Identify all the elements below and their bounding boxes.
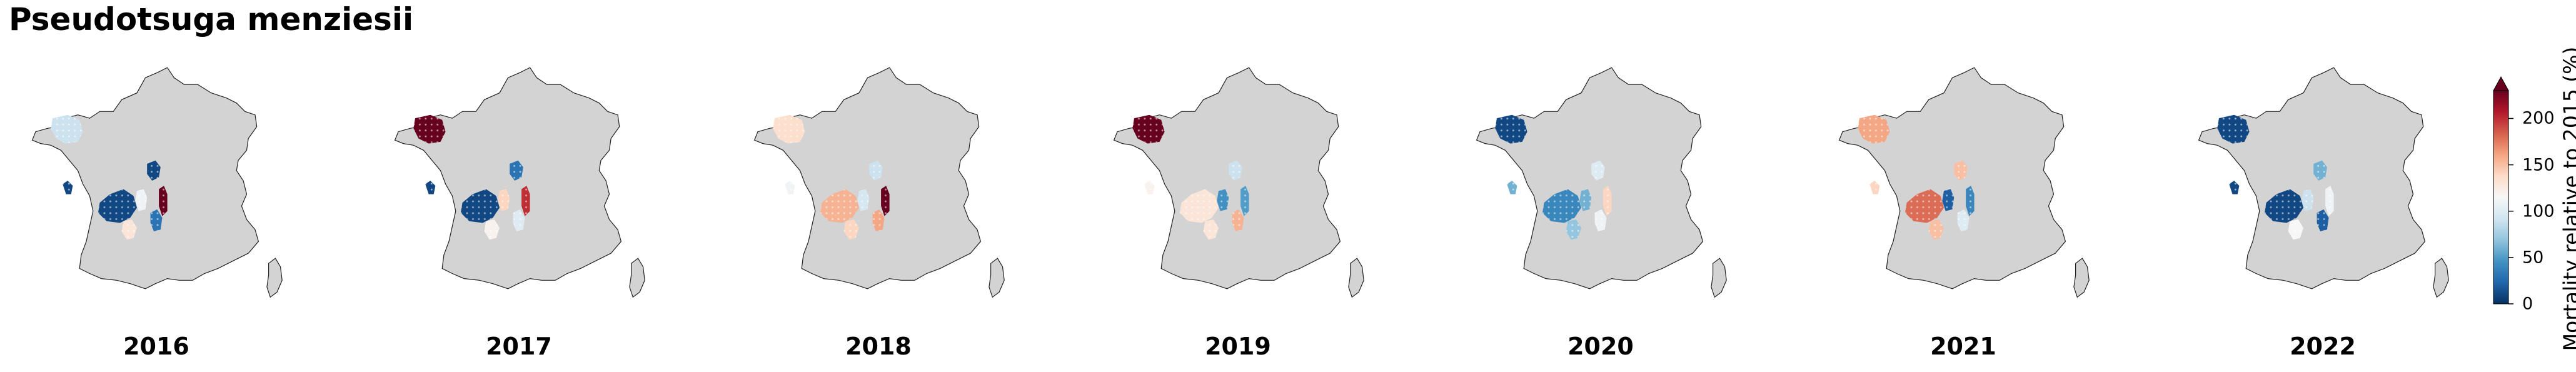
region-brittany-hatch [1858,114,1890,144]
france-outline [1476,67,1704,289]
region-limousin-hatch [820,189,859,223]
region-dordogne-hatch [1566,219,1581,240]
map-panel-2017 [394,67,645,298]
region-dordogne-hatch [843,219,859,240]
region-vendee-hatch [785,181,795,194]
region-morvan-hatch [881,186,890,216]
year-label-2019: 2019 [1205,333,1271,360]
colorbar-gradient [2493,90,2509,304]
corsica-outline [2073,258,2090,298]
region-brittany-hatch [2217,114,2250,144]
france-outline [2198,67,2426,289]
region-rhone-hatch [150,209,163,231]
corsica-outline [629,258,645,298]
region-limousin-hatch [1542,189,1581,223]
region-morvan-hatch [159,186,168,216]
region-dordogne-hatch [121,219,137,240]
year-label-2018: 2018 [845,333,912,360]
region-burgundy-hatch [869,160,883,181]
region-vendee-hatch [1869,181,1880,194]
region-rhone-hatch [1594,209,1607,231]
region-limousin-hatch [1179,189,1219,223]
region-brittany-hatch [51,114,83,144]
france-outline [753,67,982,289]
region-burgundy-hatch [1229,160,1242,181]
corsica-outline [1711,258,1727,298]
region-dordogne-hatch [484,219,500,240]
region-vendee-hatch [2229,181,2240,194]
france-outline [31,67,259,289]
region-vendee-hatch [1507,181,1517,194]
region-morvan-hatch [1240,186,1249,216]
region-vendee-hatch [425,181,436,194]
france-outline [1113,67,1341,289]
region-burgundy-hatch [2313,160,2327,181]
page-title: Pseudotsuga menziesii [9,1,414,38]
region-morvan-hatch [2325,186,2334,216]
colorbar-extend-arrow [2493,76,2509,91]
corsica-outline [266,258,283,298]
region-rhone-hatch [1232,209,1244,231]
map-panel-2016 [31,67,283,298]
region-allier-hatch [1217,189,1229,211]
colorbar-label: Mortality relative to 2015 (%) [2558,46,2576,351]
france-outline [1838,67,2066,289]
map-panel-2020 [1476,67,1727,298]
region-rhone-hatch [1957,209,1970,231]
region-limousin-hatch [2264,189,2303,223]
region-allier-hatch [498,189,510,211]
region-brittany-hatch [413,114,446,144]
colorbar-tick-label: 200 [2522,108,2555,128]
region-brittany-hatch [1132,114,1165,144]
region-allier-hatch [1942,189,1955,211]
region-burgundy-hatch [1954,160,1968,181]
region-limousin-hatch [460,189,500,223]
year-label-2021: 2021 [1930,333,1996,360]
colorbar-tick-label: 0 [2522,294,2533,314]
region-burgundy-hatch [1591,160,1605,181]
region-vendee-hatch [63,181,73,194]
region-burgundy-hatch [147,160,161,181]
region-rhone-hatch [2317,209,2329,231]
region-morvan-hatch [521,186,530,216]
region-rhone-hatch [513,209,525,231]
corsica-outline [2433,258,2449,298]
region-dordogne-hatch [1203,219,1219,240]
corsica-outline [1348,258,1364,298]
region-vendee-hatch [1144,181,1155,194]
region-morvan-hatch [1966,186,1975,216]
region-allier-hatch [857,189,870,211]
region-allier-hatch [1579,189,1592,211]
region-brittany-hatch [1495,114,1527,144]
colorbar-tick-label: 150 [2522,155,2555,175]
region-limousin-hatch [98,189,137,223]
region-brittany-hatch [773,114,805,144]
corsica-outline [989,258,1005,298]
map-panel-2018 [753,67,1005,298]
map-panel-2022 [2198,67,2449,298]
colorbar-tick-label: 100 [2522,201,2555,221]
region-dordogne-hatch [1928,219,1944,240]
region-allier-hatch [2302,189,2314,211]
region-allier-hatch [135,189,148,211]
year-label-2017: 2017 [486,333,552,360]
region-dordogne-hatch [2288,219,2303,240]
region-morvan-hatch [1603,186,1612,216]
france-outline [394,67,622,289]
year-label-2020: 2020 [1567,333,1634,360]
region-rhone-hatch [872,209,885,231]
year-label-2022: 2022 [2290,333,2356,360]
region-limousin-hatch [1904,189,1944,223]
region-burgundy-hatch [510,160,523,181]
colorbar-tick-label: 50 [2522,248,2544,268]
map-panel-2019 [1113,67,1364,298]
year-label-2016: 2016 [123,333,189,360]
colorbar [2493,76,2513,304]
map-panel-2021 [1838,67,2090,298]
